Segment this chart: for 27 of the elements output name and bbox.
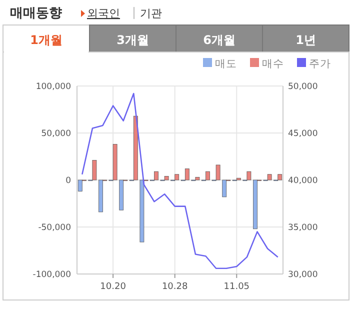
legend-label: 매수 — [262, 58, 284, 70]
text: 기관 — [140, 7, 162, 20]
x-tick-label: 10.20 — [100, 282, 126, 292]
bar — [278, 174, 282, 180]
y2-tick-label: 50,000 — [288, 82, 318, 92]
bar — [174, 174, 180, 180]
text: 1년 — [296, 33, 316, 47]
y-tick-label: -50,000 — [38, 223, 71, 233]
x-tick-label: 10.28 — [162, 282, 188, 292]
line-series — [82, 92, 278, 270]
legend-label: 주가 — [309, 58, 331, 70]
y2-tick-label: 30,000 — [288, 270, 318, 280]
text: 1개월 — [30, 33, 62, 47]
y2-tick-label: 45,000 — [288, 129, 318, 139]
chart-title: 매매동향 — [10, 6, 62, 21]
bar — [78, 180, 82, 192]
legend-label: 매도 — [215, 58, 237, 70]
y2-tick-label: 35,000 — [288, 223, 318, 233]
text: 3개월 — [116, 33, 149, 47]
text: 6개월 — [203, 33, 236, 47]
x-tick-label: 11.05 — [224, 282, 250, 292]
text: 외국인 — [87, 7, 120, 20]
y2-tick-label: 40,000 — [288, 176, 318, 186]
y-tick-label: -100,000 — [32, 270, 71, 280]
y-tick-label: 0 — [66, 176, 71, 186]
y-tick-label: 100,000 — [36, 82, 71, 92]
y-tick-label: 50,000 — [41, 129, 71, 139]
